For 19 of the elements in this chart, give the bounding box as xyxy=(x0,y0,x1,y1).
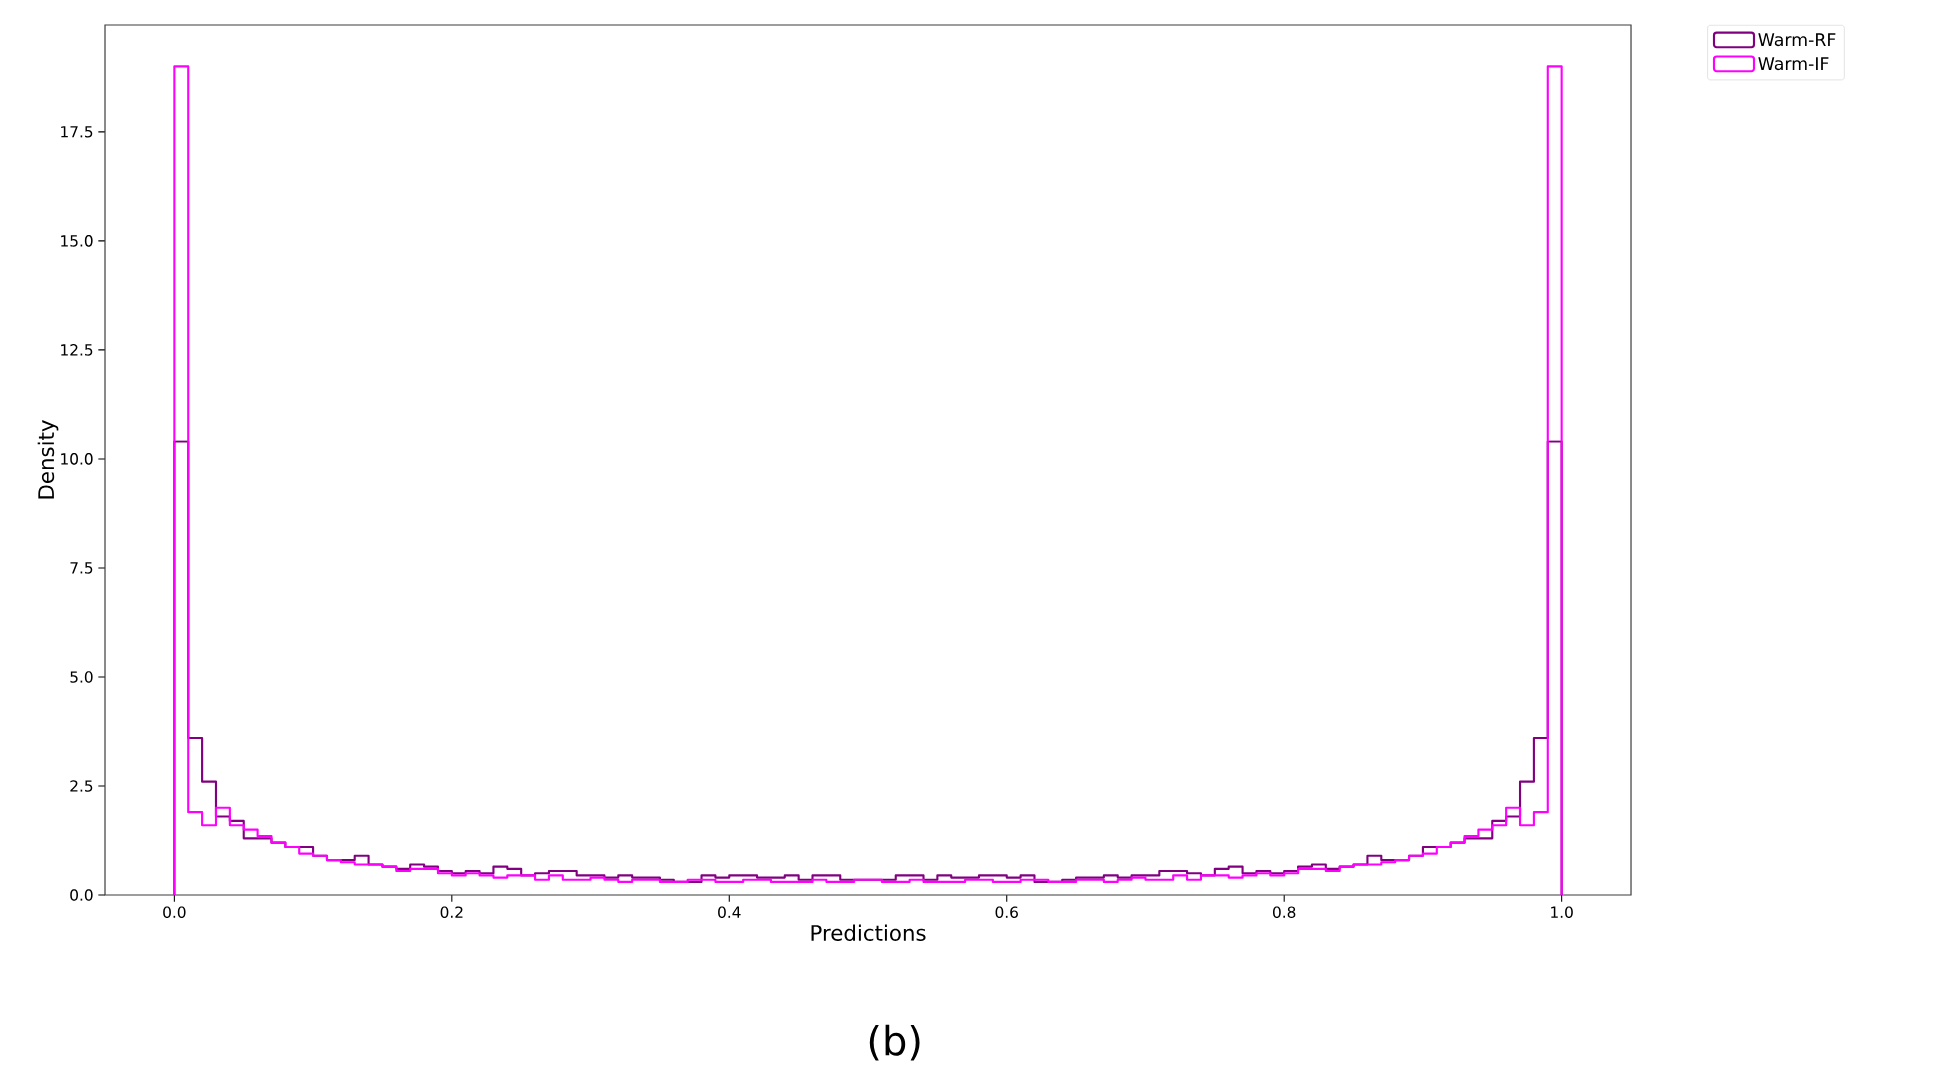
x-tick-label: 0.0 xyxy=(163,906,186,918)
x-tick-label: 0.4 xyxy=(718,906,741,918)
y-tick-label: 10.0 xyxy=(61,453,93,465)
y-tick-label: 15.0 xyxy=(61,235,93,247)
legend-label: Warm-IF xyxy=(1758,57,1829,71)
y-tick-label: 7.5 xyxy=(70,562,93,574)
y-axis-title: Density xyxy=(37,420,59,499)
y-tick-label: 0.0 xyxy=(70,889,93,901)
y-tick-label: 5.0 xyxy=(70,671,93,683)
x-tick-label: 0.6 xyxy=(995,906,1018,918)
x-tick-label: 0.2 xyxy=(440,906,463,918)
text: (b) xyxy=(869,1024,920,1061)
x-axis-title: Predictions xyxy=(811,924,926,941)
y-tick-label: 12.5 xyxy=(61,344,93,356)
y-tick-label: 2.5 xyxy=(70,780,93,792)
legend-label: Warm-RF xyxy=(1758,33,1836,47)
x-tick-label: 1.0 xyxy=(1551,906,1573,918)
y-tick-label: 17.5 xyxy=(61,126,93,138)
x-tick-label: 0.8 xyxy=(1273,906,1296,918)
